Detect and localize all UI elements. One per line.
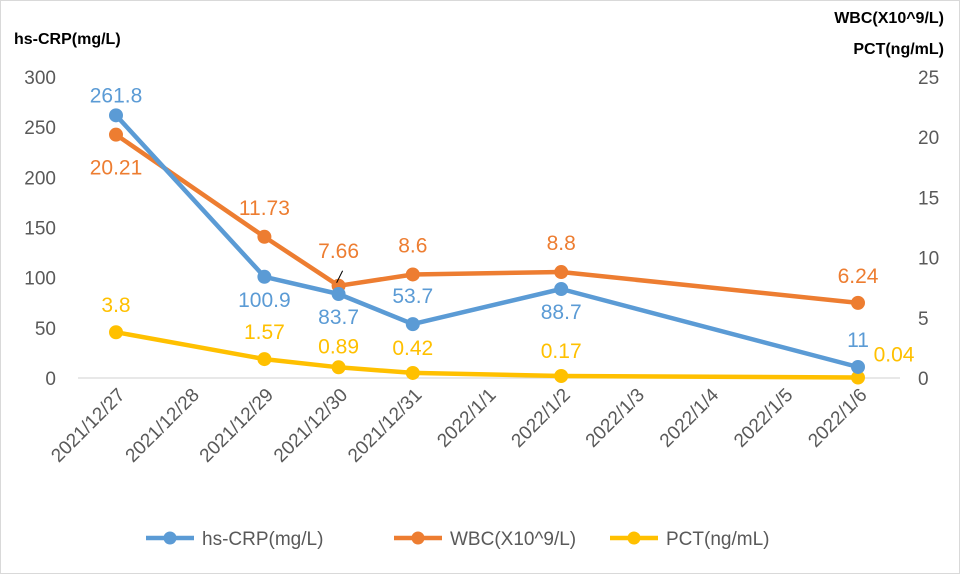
data-label-2: 3.8 xyxy=(101,294,130,317)
series-marker-0 xyxy=(331,287,346,302)
left-axis-tick-label: 50 xyxy=(35,319,56,340)
x-axis-tick-label: 2022/1/2 xyxy=(508,385,575,452)
x-axis-tick-label: 2022/1/4 xyxy=(656,384,723,451)
data-label-2: 0.89 xyxy=(318,335,359,358)
data-label-1: 20.21 xyxy=(90,157,143,180)
series-marker-1 xyxy=(109,127,123,142)
data-labels-layer: 261.8 100.9 83.7 53.7 88.7 11 20.21 11.73 7.66 8.… xyxy=(90,84,915,366)
series-line-0 xyxy=(113,113,861,370)
right-axis-tick-label: 15 xyxy=(918,188,939,209)
right-axis-title-line-1: WBC(X10^9/L) xyxy=(834,10,944,27)
right-axis-title-line-2: PCT(ng/mL) xyxy=(853,41,944,58)
data-label-2: 0.04 xyxy=(874,344,915,367)
legend-label-0: hs-CRP(mg/L) xyxy=(202,529,323,550)
series-marker-0 xyxy=(554,282,569,297)
data-label-2: 0.17 xyxy=(541,340,582,363)
legend-marker-1 xyxy=(411,531,425,545)
right-axis-tick-label: 25 xyxy=(918,68,939,89)
left-axis-tick-label: 200 xyxy=(24,168,56,189)
legend-label-2: PCT(ng/mL) xyxy=(666,529,769,550)
data-label-2: 1.57 xyxy=(244,321,285,344)
left-axis-tick-label: 100 xyxy=(24,269,56,290)
left-axis-tick-label: 0 xyxy=(45,369,56,390)
series-marker-1 xyxy=(851,295,865,310)
legend-marker-0 xyxy=(163,531,177,545)
data-label-1: 8.6 xyxy=(398,234,427,257)
series-marker-2 xyxy=(554,368,569,383)
right-axis-tick-label: 5 xyxy=(918,309,929,330)
data-label-0: 11 xyxy=(847,329,869,352)
label-leader-line xyxy=(336,270,344,283)
series-line-2 xyxy=(113,329,861,380)
x-axis-tick-label: 2021/12/28 xyxy=(122,385,204,467)
data-label-1: 6.24 xyxy=(838,265,879,288)
x-axis-tick-label: 2021/12/27 xyxy=(47,385,129,467)
legend-marker-2 xyxy=(627,531,641,545)
x-axis-tick-label: 2022/1/6 xyxy=(804,385,871,452)
data-label-0: 83.7 xyxy=(318,306,359,329)
series-marker-2 xyxy=(405,365,420,380)
legend: hs-CRP(mg/L) WBC(X10^9/L) PCT(ng/mL) xyxy=(146,529,769,550)
series-layer xyxy=(109,108,865,385)
series-marker-0 xyxy=(257,269,272,284)
x-axis-tick-label: 2022/1/5 xyxy=(730,385,797,452)
data-label-0: 261.8 xyxy=(90,84,143,107)
x-axis-tick-label: 2022/1/1 xyxy=(433,385,500,452)
axes-layer: 05010015020025030005101520252021/12/2720… xyxy=(24,68,939,467)
right-axis-tick-label: 20 xyxy=(918,128,939,149)
data-label-1: 8.8 xyxy=(547,232,576,255)
x-axis-tick-label: 2021/12/31 xyxy=(344,385,426,467)
x-axis-tick-label: 2021/12/30 xyxy=(270,385,352,467)
left-axis-title: hs-CRP(mg/L) xyxy=(14,31,121,48)
data-label-1: 11.73 xyxy=(239,197,290,220)
series-marker-1 xyxy=(554,265,569,280)
series-marker-0 xyxy=(405,317,420,332)
series-marker-0 xyxy=(109,108,123,123)
left-axis-tick-label: 300 xyxy=(24,68,56,89)
x-axis-tick-label: 2022/1/3 xyxy=(582,385,649,452)
series-marker-2 xyxy=(257,352,272,367)
series-marker-0 xyxy=(851,359,865,374)
right-axis-tick-label: 0 xyxy=(918,369,929,390)
right-axis-tick-label: 10 xyxy=(918,249,939,270)
left-axis-tick-label: 250 xyxy=(24,118,56,139)
data-label-0: 100.9 xyxy=(238,289,291,312)
x-axis-tick-label: 2021/12/29 xyxy=(196,385,278,467)
data-label-0: 88.7 xyxy=(541,301,582,324)
series-marker-1 xyxy=(257,229,272,244)
data-label-2: 0.42 xyxy=(392,337,433,360)
series-marker-1 xyxy=(405,267,420,282)
data-label-1: 7.66 xyxy=(318,240,359,263)
series-line-1 xyxy=(113,132,861,306)
data-label-0: 53.7 xyxy=(392,285,433,308)
legend-label-1: WBC(X10^9/L) xyxy=(450,529,576,550)
left-axis-tick-label: 150 xyxy=(24,219,56,240)
series-marker-2 xyxy=(109,325,123,340)
series-marker-2 xyxy=(331,360,346,375)
